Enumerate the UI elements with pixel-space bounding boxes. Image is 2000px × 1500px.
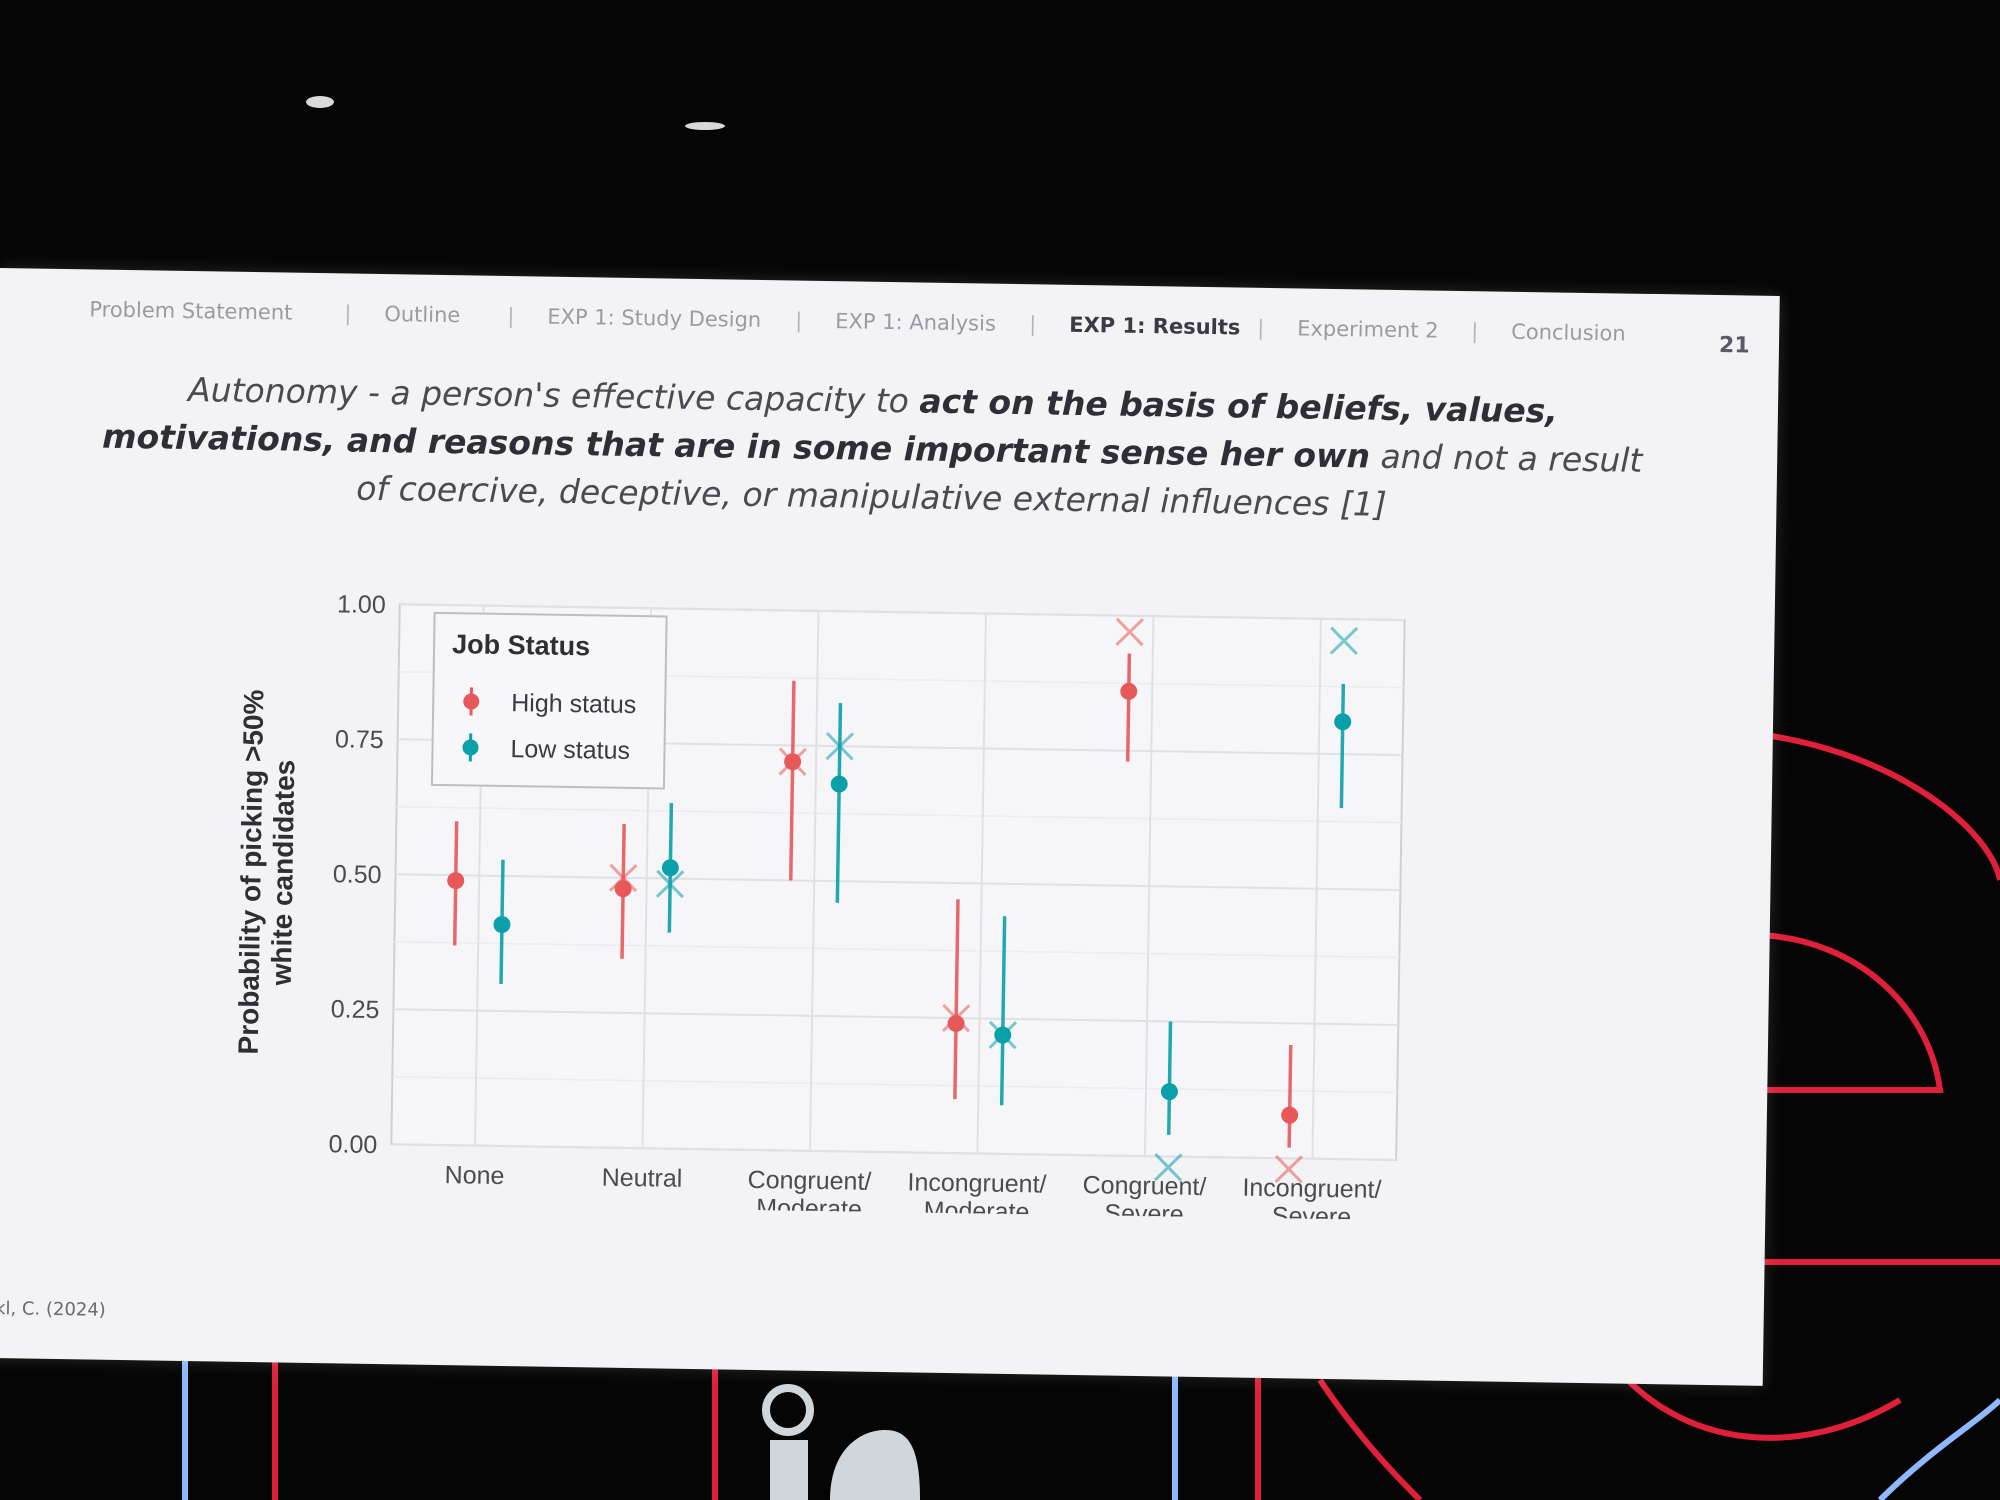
minor-gridline [392, 1076, 1398, 1094]
nav-separator: | [1471, 319, 1479, 344]
x-tick-label-line: Neutral [602, 1164, 683, 1193]
x-tick-label-line: Severe [1104, 1199, 1184, 1221]
y-tick-label: 0.75 [335, 725, 384, 754]
y-gridline [395, 873, 1401, 892]
stage-logo-stem [770, 1440, 808, 1500]
estimate-point [1334, 713, 1352, 731]
x-tick-label-line: None [444, 1161, 504, 1190]
estimate-point [994, 1026, 1012, 1044]
error-bar [1287, 1044, 1293, 1148]
y-axis-title-line: white candidates [266, 759, 301, 986]
stage-neon-lower-curve [1607, 1358, 1902, 1441]
slide-navigation: Problem Statement | Outline | EXP 1: Study D… [0, 296, 1779, 364]
estimate-point [1120, 682, 1138, 700]
error-bar [999, 916, 1007, 1106]
legend-box [430, 611, 668, 790]
observed-x-marker [655, 869, 685, 899]
y-axis-title-line: Probability of picking >50% [233, 689, 270, 1054]
y-gridline [391, 1143, 1397, 1162]
citation: nkl, C. (2024) [0, 1297, 106, 1321]
estimate-point [830, 775, 848, 793]
y-gridline [393, 1008, 1399, 1027]
x-tick-label-line: Moderate [924, 1197, 1030, 1222]
page-number: 21 [1718, 333, 1750, 359]
legend-key-point [463, 693, 480, 710]
ceiling-light-2 [685, 122, 725, 130]
nav-item-exp-1-results[interactable]: EXP 1: Results [1069, 312, 1241, 340]
x-gridline [1311, 618, 1322, 1159]
x-tick-label: Incongruent/Severe [1242, 1174, 1382, 1222]
legend-title: Job Status [452, 629, 590, 661]
error-bar [1125, 653, 1132, 762]
x-tick-label-line: Incongruent/ [1242, 1174, 1381, 1204]
nav-separator: | [1257, 315, 1265, 340]
observed-x-marker [1153, 1153, 1183, 1182]
x-tick-label-line: Congruent/ [1082, 1171, 1206, 1201]
nav-separator: | [344, 301, 352, 326]
estimate-point [1281, 1106, 1299, 1124]
ceiling-light-1 [306, 96, 334, 108]
nav-separator: | [1029, 312, 1037, 337]
y-tick-label: 0.00 [328, 1130, 377, 1159]
stage-logo-dot [762, 1384, 814, 1436]
error-bar [1166, 1021, 1173, 1135]
nav-separator: | [795, 308, 803, 333]
stage-neon-arc-outer [1764, 732, 2000, 881]
x-tick-label: Congruent/Moderate [747, 1166, 872, 1221]
nav-item-problem-statement[interactable]: Problem Statement [89, 297, 293, 325]
y-axis-title: Probability of picking >50%white candida… [233, 689, 302, 1055]
legend-key-point [462, 739, 479, 756]
x-gridline [976, 613, 987, 1154]
minor-gridline [396, 806, 1402, 824]
observed-x-marker [1329, 626, 1359, 656]
quote-part-1: Autonomy - a person's effective capacity… [187, 369, 920, 421]
error-bar [1339, 683, 1346, 809]
stage-neon-arc-inner [1759, 932, 1944, 1093]
y-tick-label: 0.25 [331, 995, 380, 1024]
nav-item-exp-1-analysis[interactable]: EXP 1: Analysis [835, 309, 997, 336]
observed-x-marker [1115, 617, 1144, 647]
minor-gridline [394, 941, 1400, 959]
y-tick-label: 0.50 [333, 860, 382, 889]
legend-label: High status [511, 689, 636, 719]
estimate-point [784, 753, 802, 771]
observed-x-marker [609, 863, 638, 893]
observed-x-marker [825, 732, 855, 761]
presentation-slide: Problem Statement | Outline | EXP 1: Study D… [0, 268, 1780, 1386]
stage-neon-curve-bottom [1317, 1378, 1423, 1500]
nav-item-outline[interactable]: Outline [384, 302, 461, 328]
estimate-point [447, 872, 465, 890]
estimate-point [661, 859, 679, 877]
estimate-point [614, 880, 632, 898]
observed-x-marker [1274, 1154, 1304, 1184]
x-tick-label: Congruent/Severe [1082, 1171, 1207, 1221]
nav-separator: | [507, 303, 515, 329]
stage-logo-e [830, 1430, 920, 1500]
nav-item-experiment-2[interactable]: Experiment 2 [1297, 316, 1439, 343]
x-tick-label-line: Severe [1272, 1202, 1352, 1221]
x-tick-label-line: Incongruent/ [907, 1168, 1046, 1198]
y-tick-label: 1.00 [337, 590, 386, 619]
nav-item-exp-1-study-design[interactable]: EXP 1: Study Design [547, 304, 762, 332]
x-tick-label-line: Moderate [756, 1194, 862, 1221]
autonomy-definition-quote: Autonomy - a person's effective capacity… [96, 365, 1648, 533]
y-gridline [399, 603, 1405, 622]
estimate-point [947, 1015, 965, 1033]
error-bar [835, 703, 843, 903]
error-bar [789, 680, 796, 881]
stage-neon-blue-arc [1877, 1397, 2000, 1500]
probability-chart: 0.00 0.25 0.50 0.75 1.00 None Neutral Congruent… [233, 590, 1406, 1222]
x-gridline [808, 610, 820, 1151]
legend-label: Low status [510, 735, 630, 765]
x-tick-label: None [444, 1161, 504, 1190]
error-bar [953, 899, 960, 1100]
nav-item-conclusion[interactable]: Conclusion [1510, 319, 1626, 346]
x-tick-label: Neutral [602, 1164, 683, 1193]
estimate-point [493, 916, 511, 934]
x-tick-label-line: Congruent/ [747, 1166, 871, 1196]
x-gridline [1143, 616, 1155, 1157]
estimate-point [1160, 1083, 1178, 1101]
x-tick-label: Incongruent/Moderate [907, 1168, 1047, 1221]
